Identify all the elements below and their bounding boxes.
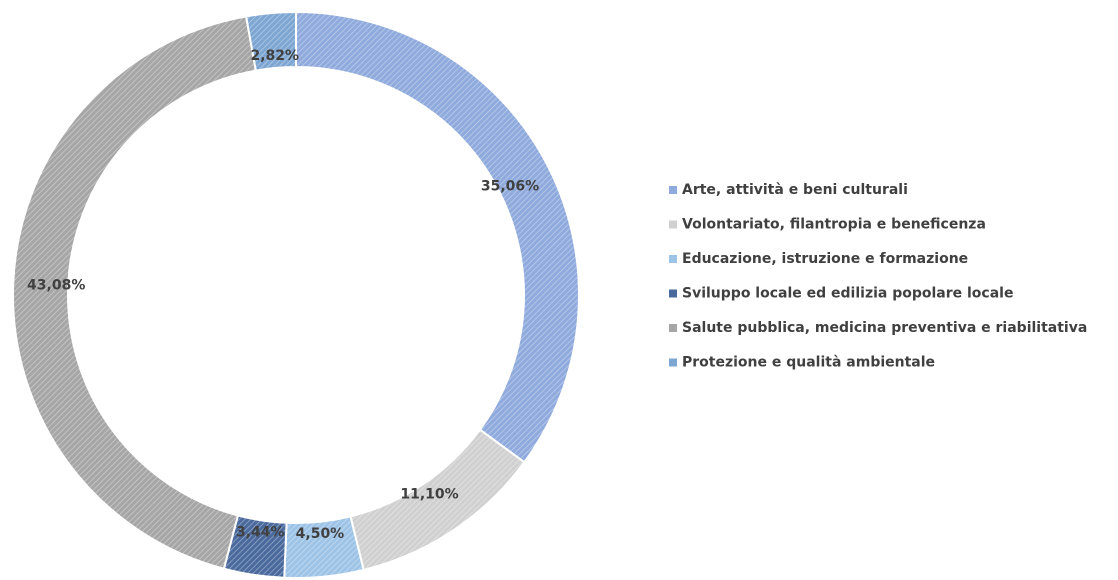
legend-label: Sviluppo locale ed edilizia popolare loc… [682,286,1013,302]
legend-swatch [669,255,677,263]
donut-segment [244,10,297,72]
data-label: 4,50% [296,526,345,542]
legend-label: Educazione, istruzione e formazione [682,251,968,267]
legend-label: Protezione e qualità ambientale [682,355,935,371]
donut-segment [12,15,257,570]
data-label: 3,44% [236,524,285,540]
legend-swatch [669,186,677,194]
donut-segment [295,10,580,464]
legend-swatch [669,220,677,229]
data-label: 2,82% [250,48,299,64]
legend-swatch [669,324,677,332]
legend-swatch [669,289,677,298]
legend-label: Volontariato, filantropia e beneficenza [682,217,986,233]
data-label: 43,08% [27,277,85,293]
legend-label: Arte, attività e beni culturali [682,182,908,198]
legend-swatch [669,358,677,367]
data-label: 35,06% [481,178,539,194]
data-label: 11,10% [400,486,458,502]
legend-label: Salute pubblica, medicina preventiva e r… [682,320,1087,336]
